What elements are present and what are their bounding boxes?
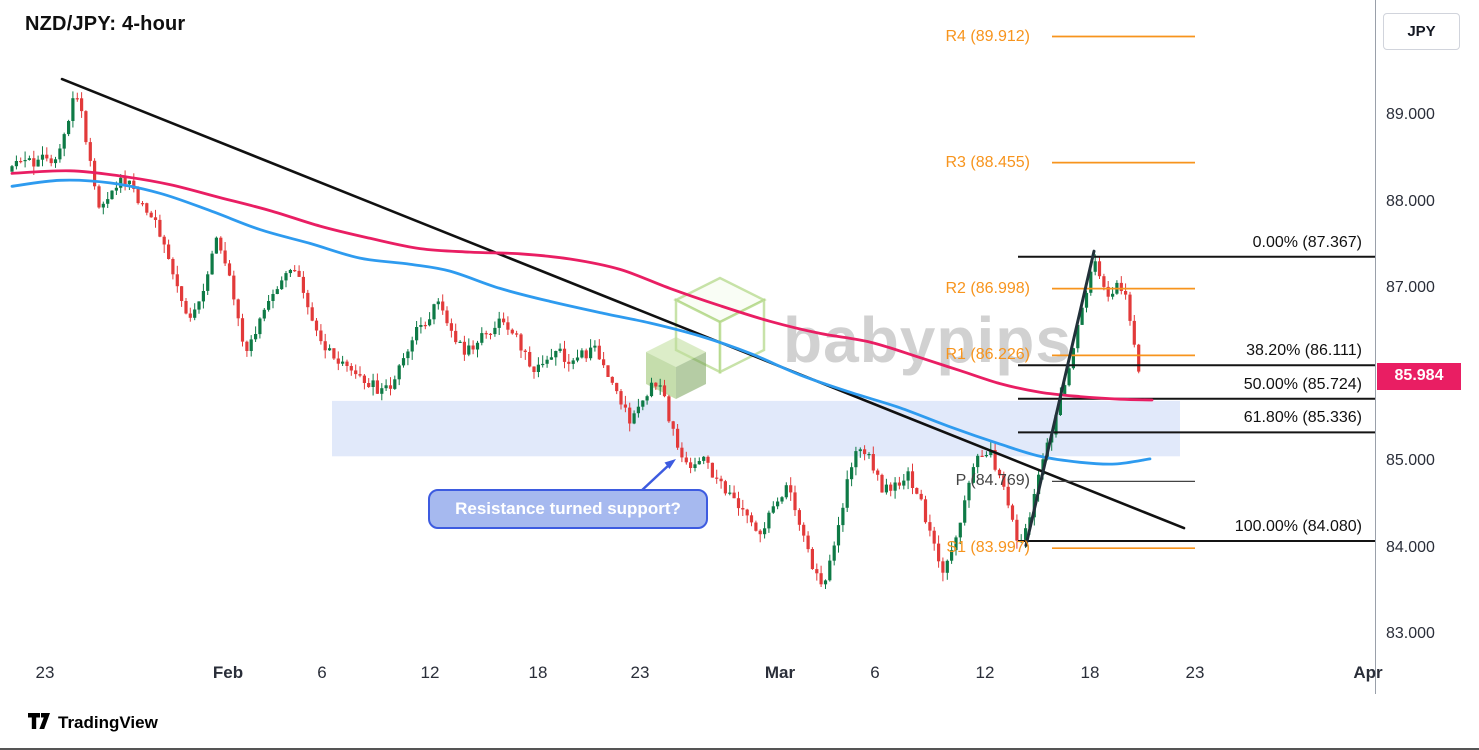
- tradingview-label: TradingView: [58, 713, 158, 732]
- pivot-level-label: S1 (83.997): [946, 539, 1030, 557]
- pivot-level-label: P (84.769): [955, 472, 1030, 490]
- time-tick-label: 12: [975, 663, 995, 682]
- time-tick-label: Feb: [212, 663, 244, 682]
- tradingview-attribution[interactable]: TradingView: [28, 713, 158, 733]
- pivot-level-label: R3 (88.455): [945, 153, 1031, 171]
- time-tick-label: 12: [420, 663, 440, 682]
- fib-level-label: 100.00% (84.080): [1234, 518, 1362, 536]
- fib-level-label: 50.00% (85.724): [1243, 375, 1362, 393]
- support-zone: [332, 400, 1180, 457]
- callout-arrow: [639, 459, 676, 493]
- time-tick-label: 6: [317, 663, 327, 682]
- babypips-logo: [646, 276, 767, 399]
- trendline: [60, 77, 1186, 530]
- price-tick-label: 89.000: [1386, 106, 1435, 124]
- time-tick-label: Mar: [764, 663, 796, 682]
- time-tick-label: 18: [1080, 663, 1100, 682]
- last-price-badge: 85.984: [1377, 362, 1461, 390]
- time-tick-label: 23: [35, 663, 55, 682]
- price-tick-label: 88.000: [1386, 192, 1435, 210]
- time-tick-label: 23: [1185, 663, 1205, 682]
- pivot-level-label: R4 (89.912): [945, 27, 1031, 45]
- chart-title: NZD/JPY: 4-hour: [25, 13, 186, 35]
- annotation-callout: Resistance turned support?: [428, 489, 708, 529]
- watermark-text: babypips: [783, 304, 1072, 376]
- pivot-level-label: R2 (86.998): [945, 279, 1031, 297]
- fib-retracement-lines: [1018, 255, 1375, 542]
- price-tick-label: 87.000: [1386, 279, 1435, 297]
- moving-average-lines: [10, 169, 1154, 466]
- time-tick-label: 23: [630, 663, 650, 682]
- time-tick-label: 6: [870, 663, 880, 682]
- price-tick-label: 85.000: [1386, 452, 1435, 470]
- pivot-lines: [1052, 35, 1195, 550]
- rally-anchor-line: [1024, 249, 1096, 547]
- tradingview-logo-icon: [28, 713, 50, 729]
- fib-level-label: 0.00% (87.367): [1252, 233, 1362, 251]
- fib-level-label: 61.80% (85.336): [1243, 409, 1362, 427]
- fib-level-label: 38.20% (86.111): [1246, 342, 1362, 360]
- price-axis-divider: [1375, 0, 1376, 694]
- price-tick-label: 83.000: [1386, 625, 1435, 643]
- pivot-level-label: R1 (86.226): [945, 346, 1031, 364]
- price-tick-label: 84.000: [1386, 538, 1435, 556]
- time-tick-label: 18: [528, 663, 548, 682]
- time-tick-label: Apr: [1353, 663, 1383, 682]
- currency-button[interactable]: JPY: [1383, 13, 1460, 50]
- watermark: babypips: [646, 276, 1072, 399]
